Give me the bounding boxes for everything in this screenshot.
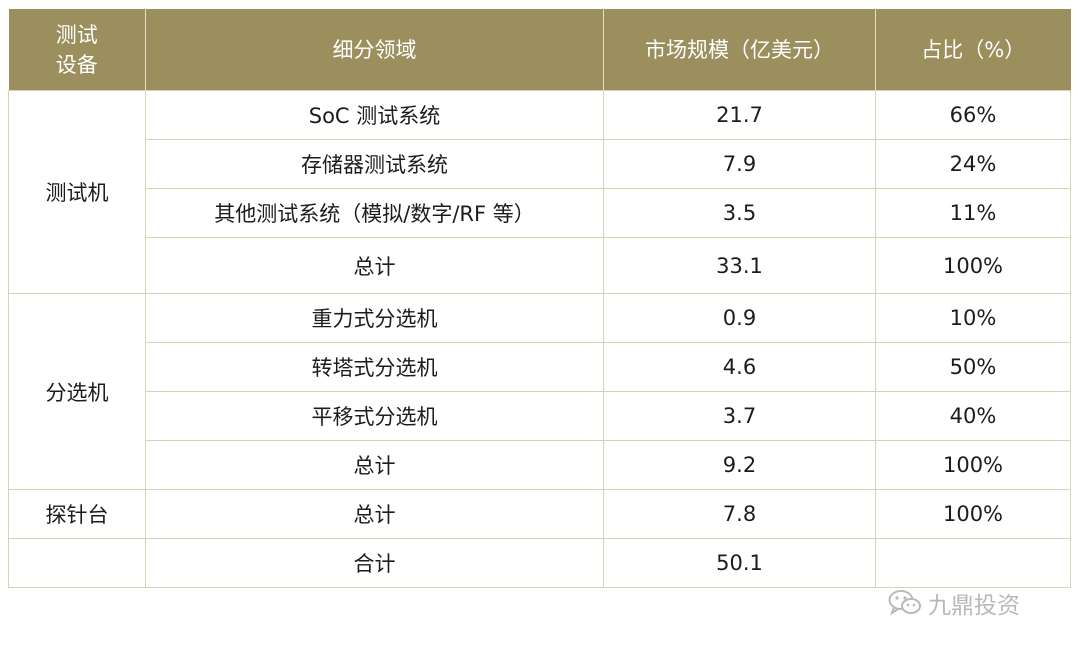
- segment-cell: 总计: [145, 237, 604, 294]
- table-row: 平移式分选机 3.7 40%: [9, 391, 1071, 441]
- market-size-table: 测试设备 细分领域 市场规模（亿美元） 占比（%） 测试机 SoC 测试系统 2…: [8, 9, 1071, 588]
- share-cell: 50%: [875, 342, 1071, 392]
- watermark-text: 九鼎投资: [928, 593, 1020, 619]
- size-cell: 3.5: [603, 188, 876, 238]
- segment-cell: 存储器测试系统: [145, 139, 604, 189]
- share-cell: 66%: [875, 90, 1071, 140]
- segment-cell: SoC 测试系统: [145, 90, 604, 140]
- grand-total-size: 50.1: [603, 538, 876, 588]
- segment-cell: 总计: [145, 489, 604, 539]
- share-cell: 40%: [875, 391, 1071, 441]
- table-body: 测试机 SoC 测试系统 21.7 66% 存储器测试系统 7.9 24% 其他…: [8, 90, 1071, 588]
- grand-total-equipment: [8, 538, 146, 588]
- group-label-prober: 探针台: [8, 489, 146, 539]
- grand-total-share: [875, 538, 1071, 588]
- segment-cell: 平移式分选机: [145, 391, 604, 441]
- table-row: 分选机 重力式分选机 0.9 10%: [8, 293, 1071, 490]
- segment-cell: 其他测试系统（模拟/数字/RF 等）: [145, 188, 604, 238]
- header-share: 占比（%）: [875, 9, 1071, 91]
- size-cell: 7.8: [603, 489, 876, 539]
- segment-cell: 重力式分选机: [145, 293, 604, 343]
- grand-total-row: 合计 50.1: [8, 538, 1071, 588]
- share-cell: 100%: [875, 440, 1071, 490]
- table-row: 其他测试系统（模拟/数字/RF 等） 3.5 11%: [9, 188, 1071, 238]
- table-row: 总计 9.2 100%: [9, 440, 1071, 490]
- table-row: 存储器测试系统 7.9 24%: [9, 139, 1071, 189]
- size-cell: 21.7: [603, 90, 876, 140]
- market-table-container: 测试设备 细分领域 市场规模（亿美元） 占比（%） 测试机 SoC 测试系统 2…: [8, 9, 1071, 588]
- header-equipment: 测试设备: [8, 9, 146, 91]
- group-label-tester: 测试机: [8, 90, 146, 294]
- header-market-size: 市场规模（亿美元）: [603, 9, 876, 91]
- table-row: 转塔式分选机 4.6 50%: [9, 342, 1071, 392]
- share-cell: 100%: [875, 489, 1071, 539]
- share-cell: 100%: [875, 237, 1071, 294]
- size-cell: 4.6: [603, 342, 876, 392]
- share-cell: 10%: [875, 293, 1071, 343]
- share-cell: 24%: [875, 139, 1071, 189]
- table-row: 总计 33.1 100%: [9, 237, 1071, 294]
- size-cell: 33.1: [603, 237, 876, 294]
- grand-total-label: 合计: [145, 538, 604, 588]
- size-cell: 9.2: [603, 440, 876, 490]
- size-cell: 0.9: [603, 293, 876, 343]
- segment-cell: 转塔式分选机: [145, 342, 604, 392]
- table-row: 测试机 SoC 测试系统 21.7 66%: [8, 90, 1071, 294]
- segment-cell: 总计: [145, 440, 604, 490]
- watermark: 九鼎投资: [888, 586, 1020, 620]
- table-header: 测试设备 细分领域 市场规模（亿美元） 占比（%）: [8, 9, 1071, 91]
- size-cell: 3.7: [603, 391, 876, 441]
- header-segment: 细分领域: [145, 9, 604, 91]
- wechat-icon: [888, 589, 922, 617]
- size-cell: 7.9: [603, 139, 876, 189]
- table-row: 探针台 总计 7.8 100%: [8, 489, 1071, 539]
- share-cell: 11%: [875, 188, 1071, 238]
- group-label-handler: 分选机: [8, 293, 146, 490]
